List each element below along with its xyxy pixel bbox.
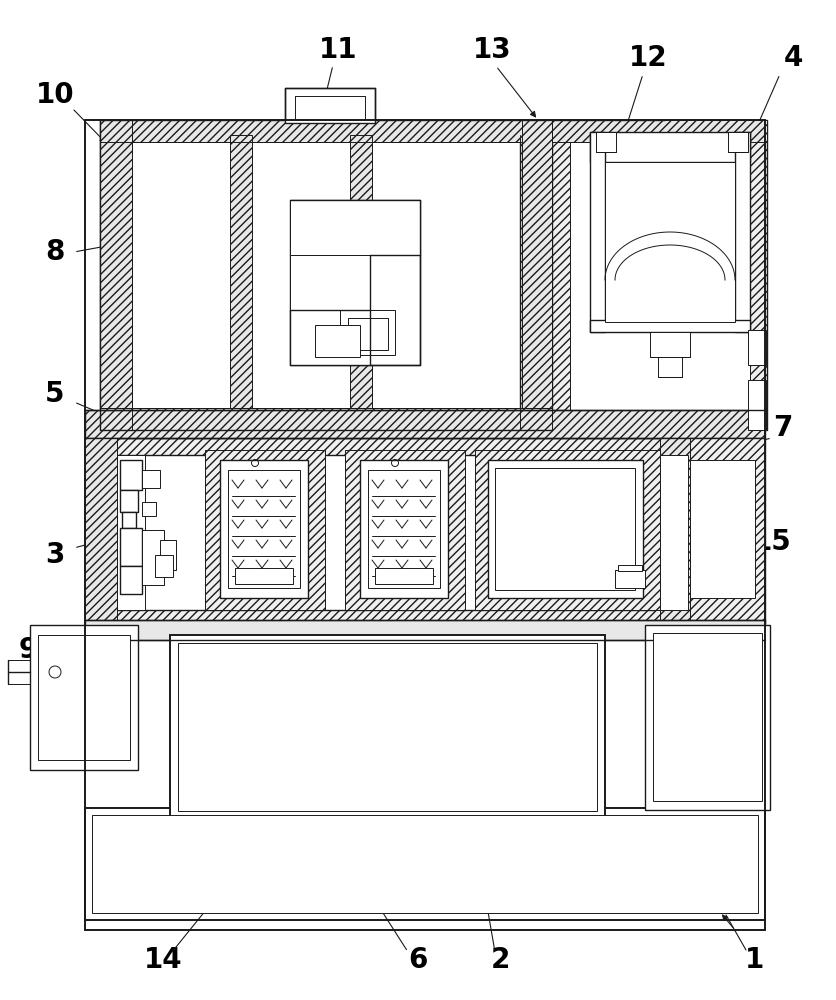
Text: 10: 10 (36, 81, 74, 109)
Bar (350, 135, 372, 410)
Text: 2: 2 (490, 946, 510, 974)
Bar (120, 460, 142, 490)
Bar (728, 132, 748, 152)
Text: 15: 15 (752, 528, 792, 556)
Bar (142, 502, 156, 516)
Bar (660, 438, 690, 623)
Text: 6: 6 (408, 946, 428, 974)
Bar (650, 332, 690, 357)
Bar (552, 120, 767, 430)
Bar (690, 460, 755, 598)
Bar (368, 470, 440, 588)
Bar (120, 490, 138, 512)
Bar (340, 310, 395, 355)
Bar (360, 460, 448, 598)
Bar (100, 120, 665, 430)
Text: 9: 9 (18, 636, 38, 664)
Bar (120, 566, 142, 594)
Bar (85, 438, 765, 623)
Text: 4: 4 (783, 44, 803, 72)
Bar (142, 470, 160, 488)
Bar (348, 318, 388, 350)
Bar (160, 540, 176, 570)
Bar (735, 132, 750, 332)
Text: 5: 5 (45, 380, 64, 408)
Text: 14: 14 (144, 946, 182, 974)
Bar (522, 120, 552, 430)
Bar (605, 162, 735, 322)
Bar (290, 200, 420, 255)
Text: 3: 3 (45, 541, 64, 569)
Bar (130, 135, 520, 410)
Bar (618, 565, 642, 571)
Bar (155, 555, 173, 577)
Bar (290, 200, 420, 365)
Bar (658, 357, 682, 377)
Bar (85, 808, 765, 920)
Bar (85, 438, 117, 623)
Bar (653, 633, 762, 801)
Text: 13: 13 (472, 36, 512, 64)
Bar (100, 120, 665, 142)
Bar (475, 450, 660, 610)
Bar (590, 132, 605, 332)
Bar (122, 512, 136, 528)
Bar (120, 528, 142, 566)
Bar (748, 380, 766, 430)
Bar (115, 455, 655, 610)
Bar (570, 135, 750, 410)
Bar (85, 620, 765, 640)
Bar (170, 635, 605, 820)
Text: 12: 12 (629, 44, 667, 72)
Bar (315, 325, 360, 357)
Bar (117, 455, 145, 610)
Bar (220, 460, 308, 598)
Text: 8: 8 (45, 238, 64, 266)
Text: 11: 11 (319, 36, 357, 64)
Bar (590, 132, 750, 162)
Bar (345, 450, 465, 610)
Bar (100, 120, 132, 430)
Bar (660, 455, 688, 610)
Bar (230, 135, 252, 410)
Bar (615, 570, 645, 588)
Bar (645, 625, 770, 810)
Bar (748, 330, 766, 365)
Bar (38, 635, 130, 760)
Bar (235, 568, 293, 584)
Bar (375, 568, 433, 584)
Bar (178, 643, 597, 811)
Bar (596, 132, 616, 152)
Bar (285, 88, 375, 123)
Bar (92, 815, 758, 913)
Bar (552, 120, 767, 142)
Bar (228, 470, 300, 588)
Bar (142, 530, 164, 585)
Bar (690, 438, 765, 623)
Text: 7: 7 (773, 414, 793, 442)
Bar (290, 255, 370, 365)
Bar (488, 460, 643, 598)
Text: 1: 1 (746, 946, 765, 974)
Bar (85, 410, 765, 438)
Bar (205, 450, 325, 610)
Bar (590, 320, 750, 332)
Bar (30, 625, 138, 770)
Bar (495, 468, 635, 590)
Bar (100, 408, 552, 430)
